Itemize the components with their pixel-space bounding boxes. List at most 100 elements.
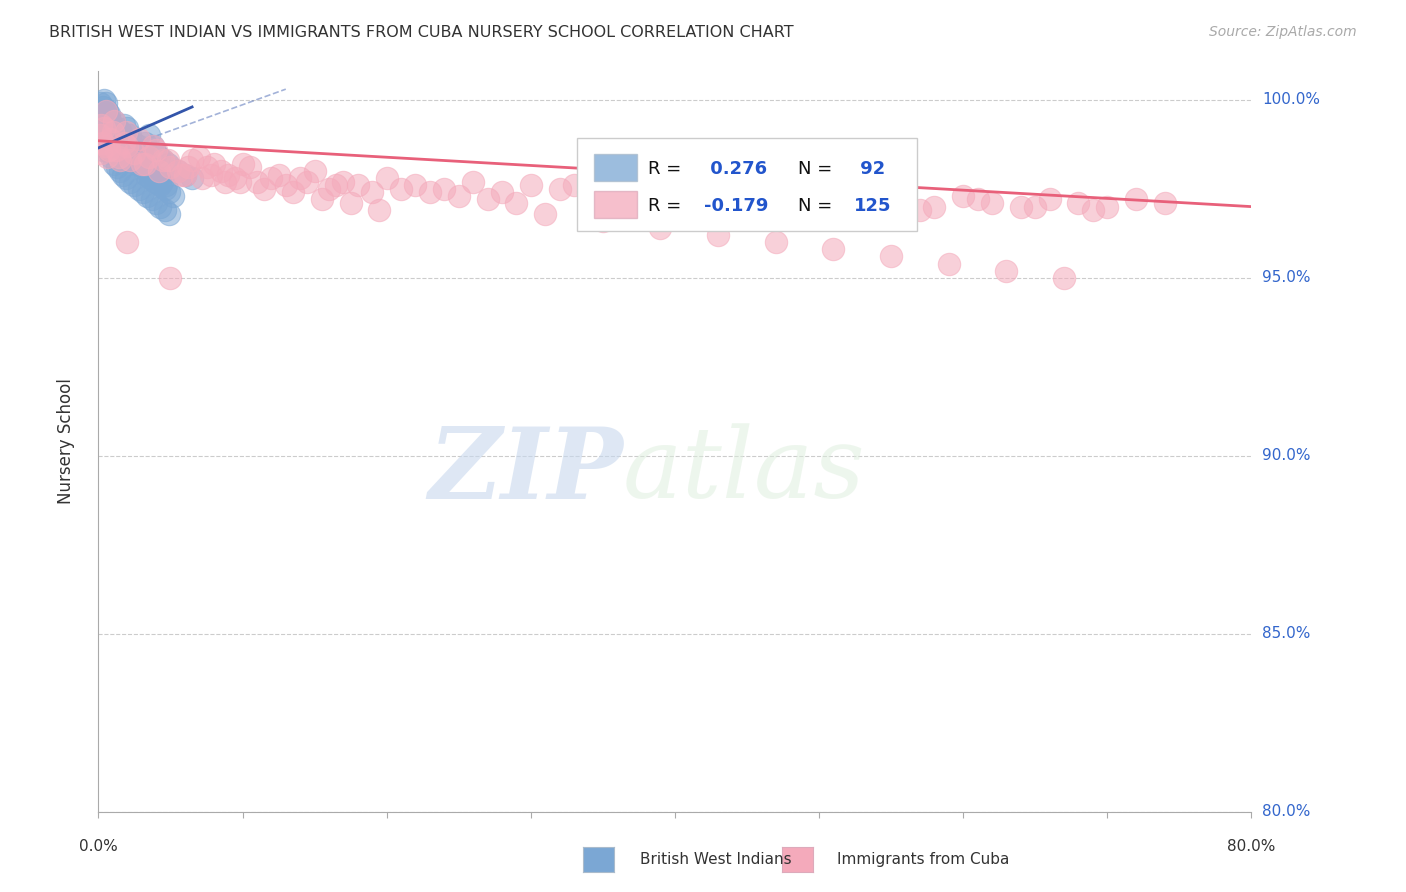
Point bbox=[129, 153, 152, 168]
Point bbox=[447, 189, 470, 203]
Point bbox=[97, 111, 120, 125]
Point bbox=[159, 270, 181, 285]
Point bbox=[145, 196, 167, 211]
Point bbox=[1154, 196, 1177, 211]
Point bbox=[136, 164, 159, 178]
Point bbox=[114, 136, 136, 150]
Point bbox=[104, 125, 127, 139]
Point bbox=[938, 256, 960, 270]
Point bbox=[894, 193, 917, 207]
Point bbox=[114, 125, 136, 139]
Point bbox=[837, 196, 859, 211]
Point bbox=[98, 125, 121, 139]
Point bbox=[139, 171, 162, 186]
Point bbox=[146, 171, 169, 186]
Point bbox=[107, 128, 129, 143]
Point bbox=[153, 182, 176, 196]
Point bbox=[117, 139, 139, 153]
Point bbox=[908, 203, 931, 218]
Point bbox=[91, 125, 114, 139]
Point bbox=[866, 186, 889, 200]
Point bbox=[419, 186, 441, 200]
Point bbox=[693, 193, 716, 207]
Point bbox=[91, 136, 114, 150]
Point bbox=[290, 171, 312, 186]
Point bbox=[924, 200, 946, 214]
Point bbox=[181, 171, 204, 186]
Point bbox=[93, 114, 115, 128]
Point bbox=[145, 146, 167, 161]
Text: Source: ZipAtlas.com: Source: ZipAtlas.com bbox=[1209, 25, 1357, 39]
Point bbox=[94, 103, 117, 118]
Point bbox=[104, 132, 127, 146]
Point bbox=[89, 107, 111, 121]
Point bbox=[124, 178, 146, 193]
Point bbox=[1312, 459, 1334, 474]
Point bbox=[952, 189, 974, 203]
Point bbox=[779, 182, 801, 196]
Point bbox=[108, 153, 131, 168]
Point bbox=[177, 161, 200, 175]
Point bbox=[94, 139, 117, 153]
Text: 80.0%: 80.0% bbox=[1227, 839, 1275, 855]
Point bbox=[91, 100, 114, 114]
Text: Immigrants from Cuba: Immigrants from Cuba bbox=[837, 853, 1010, 867]
Point bbox=[880, 250, 903, 264]
Point bbox=[97, 143, 120, 157]
Point bbox=[153, 203, 176, 218]
Point bbox=[124, 136, 146, 150]
Point bbox=[127, 157, 149, 171]
Point bbox=[89, 96, 111, 111]
Point bbox=[94, 136, 117, 150]
Point bbox=[159, 161, 181, 175]
Point bbox=[101, 121, 124, 136]
Point bbox=[174, 168, 197, 182]
Point bbox=[112, 143, 135, 157]
Point bbox=[91, 143, 114, 157]
Point bbox=[200, 168, 222, 182]
Point bbox=[143, 175, 166, 189]
Point bbox=[148, 150, 170, 164]
Point bbox=[274, 178, 297, 193]
Point bbox=[120, 153, 142, 168]
Point bbox=[808, 189, 831, 203]
Point bbox=[325, 178, 347, 193]
Point bbox=[966, 193, 988, 207]
Point bbox=[318, 182, 340, 196]
Point bbox=[94, 103, 117, 118]
Point bbox=[505, 196, 527, 211]
Point bbox=[1010, 200, 1032, 214]
Point bbox=[281, 186, 304, 200]
Point bbox=[578, 186, 600, 200]
Text: 95.0%: 95.0% bbox=[1263, 270, 1310, 285]
Point bbox=[145, 143, 167, 157]
Point bbox=[156, 153, 179, 168]
Point bbox=[246, 175, 269, 189]
Point bbox=[1081, 203, 1104, 218]
Point bbox=[195, 161, 218, 175]
Point bbox=[149, 178, 172, 193]
Point bbox=[152, 153, 174, 168]
Point bbox=[155, 178, 177, 193]
Point bbox=[93, 132, 115, 146]
Point bbox=[707, 228, 730, 243]
Text: ZIP: ZIP bbox=[427, 423, 623, 519]
Point bbox=[100, 118, 122, 132]
Point bbox=[134, 157, 156, 171]
Point bbox=[132, 161, 155, 175]
Point bbox=[111, 132, 134, 146]
Point bbox=[157, 186, 180, 200]
Point bbox=[174, 168, 197, 182]
Point bbox=[156, 157, 179, 171]
Point bbox=[141, 193, 163, 207]
Point bbox=[96, 121, 118, 136]
Point bbox=[346, 178, 368, 193]
Point bbox=[135, 168, 157, 182]
Point bbox=[104, 143, 127, 157]
Point bbox=[620, 186, 643, 200]
Point bbox=[491, 186, 513, 200]
Point bbox=[1024, 200, 1046, 214]
Point bbox=[368, 203, 391, 218]
Point bbox=[138, 128, 160, 143]
Point bbox=[650, 221, 672, 235]
